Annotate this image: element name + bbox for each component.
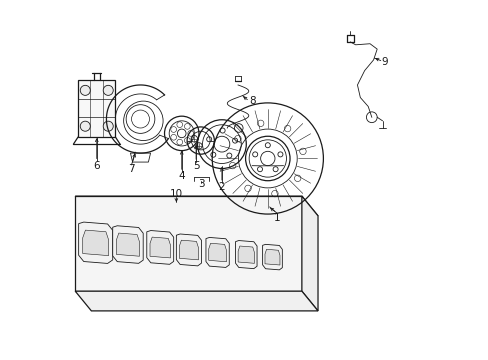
Text: 4: 4 [178,171,184,181]
Text: 6: 6 [93,161,100,171]
Polygon shape [82,230,108,256]
Text: 2: 2 [218,182,225,192]
Text: 5: 5 [192,161,199,171]
Polygon shape [262,244,282,270]
Text: 9: 9 [381,57,387,67]
Text: 1: 1 [273,213,280,222]
Circle shape [80,121,90,131]
Polygon shape [79,222,112,264]
Polygon shape [176,234,201,266]
Polygon shape [264,249,280,265]
Circle shape [80,85,90,95]
Polygon shape [150,237,170,258]
Text: 3: 3 [198,179,204,189]
Polygon shape [301,196,317,311]
Text: 10: 10 [169,189,183,199]
Polygon shape [205,238,229,267]
Polygon shape [78,80,115,137]
Polygon shape [75,196,317,216]
Polygon shape [112,226,143,263]
Polygon shape [179,240,198,260]
Polygon shape [75,196,301,291]
Polygon shape [116,233,139,256]
Polygon shape [235,240,257,269]
Polygon shape [146,230,173,264]
Text: 8: 8 [248,96,255,106]
Polygon shape [238,246,254,263]
Polygon shape [75,291,317,311]
Text: 7: 7 [128,164,135,174]
Circle shape [103,85,113,95]
Polygon shape [208,243,226,262]
Circle shape [103,121,113,131]
